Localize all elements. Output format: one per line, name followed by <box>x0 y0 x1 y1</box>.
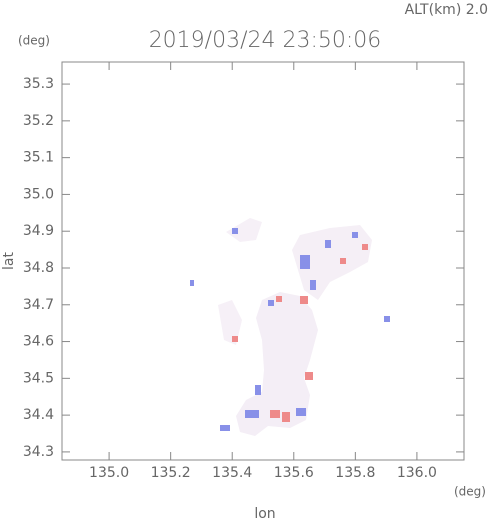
y-label: lat <box>1 252 17 270</box>
y-tick-label: 34.6 <box>23 334 54 350</box>
x-label: lon <box>254 506 275 521</box>
y-unit: (deg) <box>18 34 50 48</box>
x-tick-label: 135.2 <box>151 465 191 481</box>
y-tick-label: 34.4 <box>23 407 54 423</box>
y-tick-label: 34.8 <box>23 260 54 276</box>
y-tick-label: 35.2 <box>23 113 54 129</box>
y-tick-label: 34.7 <box>23 297 54 313</box>
y-tick-label: 35.3 <box>23 76 54 92</box>
x-tick-label: 136.0 <box>397 465 437 481</box>
y-tick-label: 34.9 <box>23 223 54 239</box>
x-tick-label: 135.0 <box>89 465 129 481</box>
x-tick-label: 135.4 <box>212 465 252 481</box>
x-unit: (deg) <box>454 485 486 499</box>
plot-frame <box>61 61 465 461</box>
echo-field <box>190 218 390 436</box>
x-tick-label: 135.8 <box>335 465 375 481</box>
x-tick-label: 135.6 <box>274 465 314 481</box>
y-tick-label: 35.1 <box>23 150 54 166</box>
altitude: ALT(km) 2.0 <box>405 2 488 18</box>
y-tick-label: 35.0 <box>23 186 54 202</box>
y-tick-label: 34.5 <box>23 370 54 386</box>
y-tick-label: 34.3 <box>23 444 54 460</box>
chart-title: 2019/03/24 23:50:06 <box>149 28 382 53</box>
